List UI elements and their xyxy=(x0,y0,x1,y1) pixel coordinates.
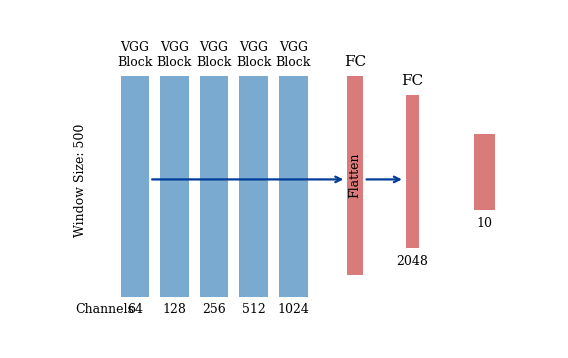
Text: VGG
Block: VGG Block xyxy=(157,41,192,69)
Text: 1024: 1024 xyxy=(277,304,309,316)
Text: VGG
Block: VGG Block xyxy=(117,41,153,69)
Bar xyxy=(239,76,268,296)
Bar xyxy=(279,76,308,296)
Text: 256: 256 xyxy=(202,304,226,316)
Text: 2048: 2048 xyxy=(396,255,428,268)
Text: 512: 512 xyxy=(242,304,266,316)
Text: VGG
Block: VGG Block xyxy=(197,41,232,69)
Text: 128: 128 xyxy=(162,304,186,316)
Text: Window Size: 500: Window Size: 500 xyxy=(74,124,87,237)
Bar xyxy=(160,76,189,296)
Text: VGG
Block: VGG Block xyxy=(236,41,272,69)
Text: FC: FC xyxy=(344,55,366,69)
Bar xyxy=(120,76,149,296)
Bar xyxy=(346,76,364,275)
Text: Flatten: Flatten xyxy=(348,153,361,198)
Bar xyxy=(200,76,228,296)
Text: 64: 64 xyxy=(127,304,143,316)
Text: FC: FC xyxy=(401,74,423,88)
Text: 10: 10 xyxy=(477,217,493,229)
Bar xyxy=(406,95,419,248)
Bar xyxy=(474,134,495,210)
Text: VGG
Block: VGG Block xyxy=(275,41,311,69)
Text: Channels: Channels xyxy=(76,304,134,316)
